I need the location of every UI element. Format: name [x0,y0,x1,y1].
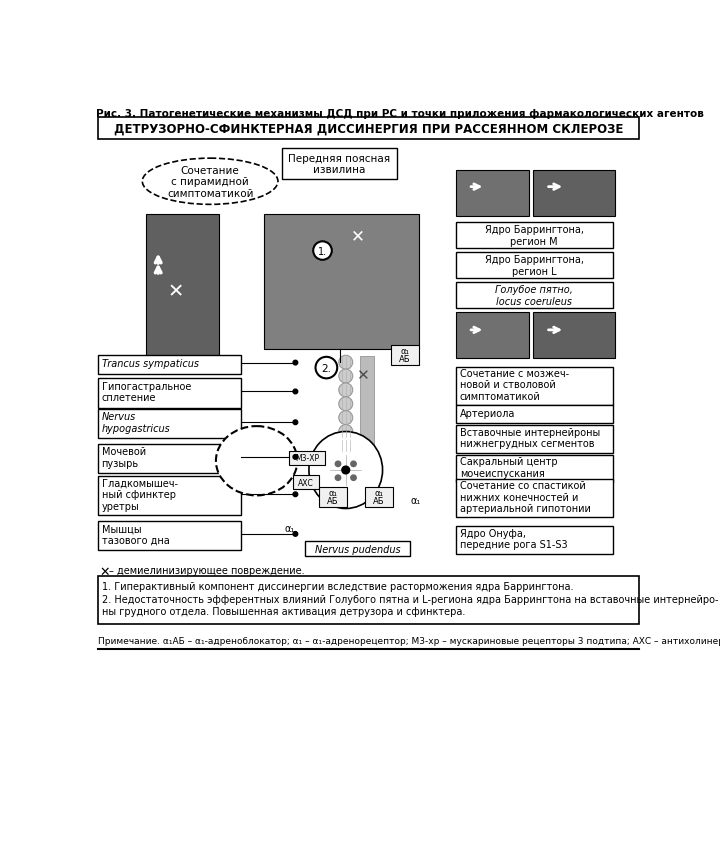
FancyBboxPatch shape [391,346,418,365]
FancyBboxPatch shape [98,118,639,140]
Circle shape [342,467,350,474]
Circle shape [339,370,353,383]
Text: ✕: ✕ [356,368,369,382]
FancyBboxPatch shape [98,576,639,625]
Circle shape [351,462,356,467]
Circle shape [339,439,353,452]
Circle shape [315,357,337,379]
Circle shape [293,390,297,394]
Circle shape [351,475,356,481]
Circle shape [293,455,297,460]
Text: ✕: ✕ [99,565,109,578]
FancyBboxPatch shape [534,170,615,217]
FancyBboxPatch shape [98,355,241,374]
Text: Артериола: Артериола [459,408,515,418]
Text: Вставочные интернейроны
нижнегрудных сегментов: Вставочные интернейроны нижнегрудных сег… [459,427,600,449]
Text: М3-ХР: М3-ХР [295,453,319,463]
Circle shape [336,475,341,481]
Text: Сочетание со спастикой
нижних конечностей и
артериальной гипотонии: Сочетание со спастикой нижних конечносте… [459,480,590,513]
Text: Nervus pudendus: Nervus pudendus [315,544,400,554]
Text: ДЕТРУЗОРНО-СФИНКТЕРНАЯ ДИССИНЕРГИЯ ПРИ РАССЕЯННОМ СКЛЕРОЗЕ: ДЕТРУЗОРНО-СФИНКТЕРНАЯ ДИССИНЕРГИЯ ПРИ Р… [114,122,623,135]
FancyBboxPatch shape [456,426,613,453]
FancyBboxPatch shape [456,367,613,405]
Text: Ядро Баррингтона,
регион L: Ядро Баррингтона, регион L [485,255,584,277]
Circle shape [336,462,341,467]
Text: Примечание. α₁АБ – α₁-адреноблокатор; α₁ – α₁-адренорецептор; М3-хр – мускаринов: Примечание. α₁АБ – α₁-адреноблокатор; α₁… [98,636,720,645]
FancyBboxPatch shape [289,452,325,465]
Text: Ядро Онуфа,
передние рога S1-S3: Ядро Онуфа, передние рога S1-S3 [459,528,567,549]
FancyBboxPatch shape [98,522,241,550]
FancyBboxPatch shape [456,527,613,555]
Circle shape [313,242,332,261]
FancyBboxPatch shape [365,487,393,507]
Text: α₁: α₁ [285,523,295,533]
Text: Рис. 3. Патогенетические механизмы ДСД при РС и точки приложения фармакологическ: Рис. 3. Патогенетические механизмы ДСД п… [96,109,704,119]
Text: 1. Гиперактивный компонент диссинергии вследствие расторможения ядра Баррингтона: 1. Гиперактивный компонент диссинергии в… [102,582,573,591]
Circle shape [293,492,297,497]
FancyBboxPatch shape [534,313,615,359]
Ellipse shape [143,159,278,205]
Circle shape [339,383,353,398]
Text: Мочевой
пузырь: Мочевой пузырь [102,446,145,468]
FancyBboxPatch shape [145,215,220,361]
FancyBboxPatch shape [293,476,320,490]
Text: Гладкомышеч-
ный сфинктер
уретры: Гладкомышеч- ный сфинктер уретры [102,478,178,511]
Text: α₁: α₁ [328,488,337,497]
Text: АБ: АБ [373,496,385,505]
Circle shape [293,361,297,365]
Text: Сочетание с мозжеч-
новой и стволовой
симптоматикой: Сочетание с мозжеч- новой и стволовой си… [459,368,569,401]
Circle shape [293,420,297,425]
FancyBboxPatch shape [456,170,529,217]
FancyBboxPatch shape [456,313,529,359]
Text: Trancus sympaticus: Trancus sympaticus [102,358,199,368]
Text: α₁: α₁ [400,347,409,355]
Text: ✕: ✕ [351,227,364,245]
Text: АХС: АХС [298,479,314,487]
Text: Мышцы
тазового дна: Мышцы тазового дна [102,523,169,545]
Text: ✕: ✕ [167,283,184,301]
FancyBboxPatch shape [98,444,241,473]
Ellipse shape [216,426,297,495]
Text: 2. Недостаточность эфферентных влияний Голубого пятна и L-региона ядра Баррингто: 2. Недостаточность эфферентных влияний Г… [102,594,718,616]
FancyBboxPatch shape [98,409,241,439]
FancyBboxPatch shape [305,541,410,556]
Text: Сочетание
с пирамидной
симптоматикой: Сочетание с пирамидной симптоматикой [167,165,253,198]
FancyBboxPatch shape [360,357,374,449]
Text: Передняя поясная
извилина: Передняя поясная извилина [289,154,391,176]
Text: 2.: 2. [321,363,331,373]
FancyBboxPatch shape [456,223,613,249]
Text: 1.: 1. [318,246,327,257]
FancyBboxPatch shape [456,479,613,517]
Text: α₁: α₁ [410,495,420,506]
Text: α₁: α₁ [374,488,384,497]
Text: АБ: АБ [327,496,338,505]
FancyBboxPatch shape [456,283,613,309]
FancyBboxPatch shape [319,487,346,507]
Text: Сакральный центр
мочеиспускания: Сакральный центр мочеиспускания [459,457,557,479]
Ellipse shape [309,432,382,509]
FancyBboxPatch shape [282,149,397,180]
Circle shape [293,532,297,537]
Text: Голубое пятно,
locus coeruleus: Голубое пятно, locus coeruleus [495,285,573,306]
Text: Ядро Баррингтона,
регион M: Ядро Баррингтона, регион M [485,225,584,246]
Circle shape [339,356,353,370]
FancyBboxPatch shape [264,215,419,349]
Text: Nervus
hypogastricus: Nervus hypogastricus [102,412,171,434]
FancyBboxPatch shape [98,477,241,516]
Circle shape [339,425,353,439]
Text: Гипогастральное
сплетение: Гипогастральное сплетение [102,381,191,403]
Circle shape [339,398,353,411]
FancyBboxPatch shape [456,455,613,483]
FancyBboxPatch shape [456,406,613,424]
FancyBboxPatch shape [456,253,613,279]
Text: – демиелинизирующее повреждение.: – демиелинизирующее повреждение. [109,565,305,575]
Circle shape [339,411,353,425]
Text: АБ: АБ [399,354,410,364]
FancyBboxPatch shape [98,379,241,408]
